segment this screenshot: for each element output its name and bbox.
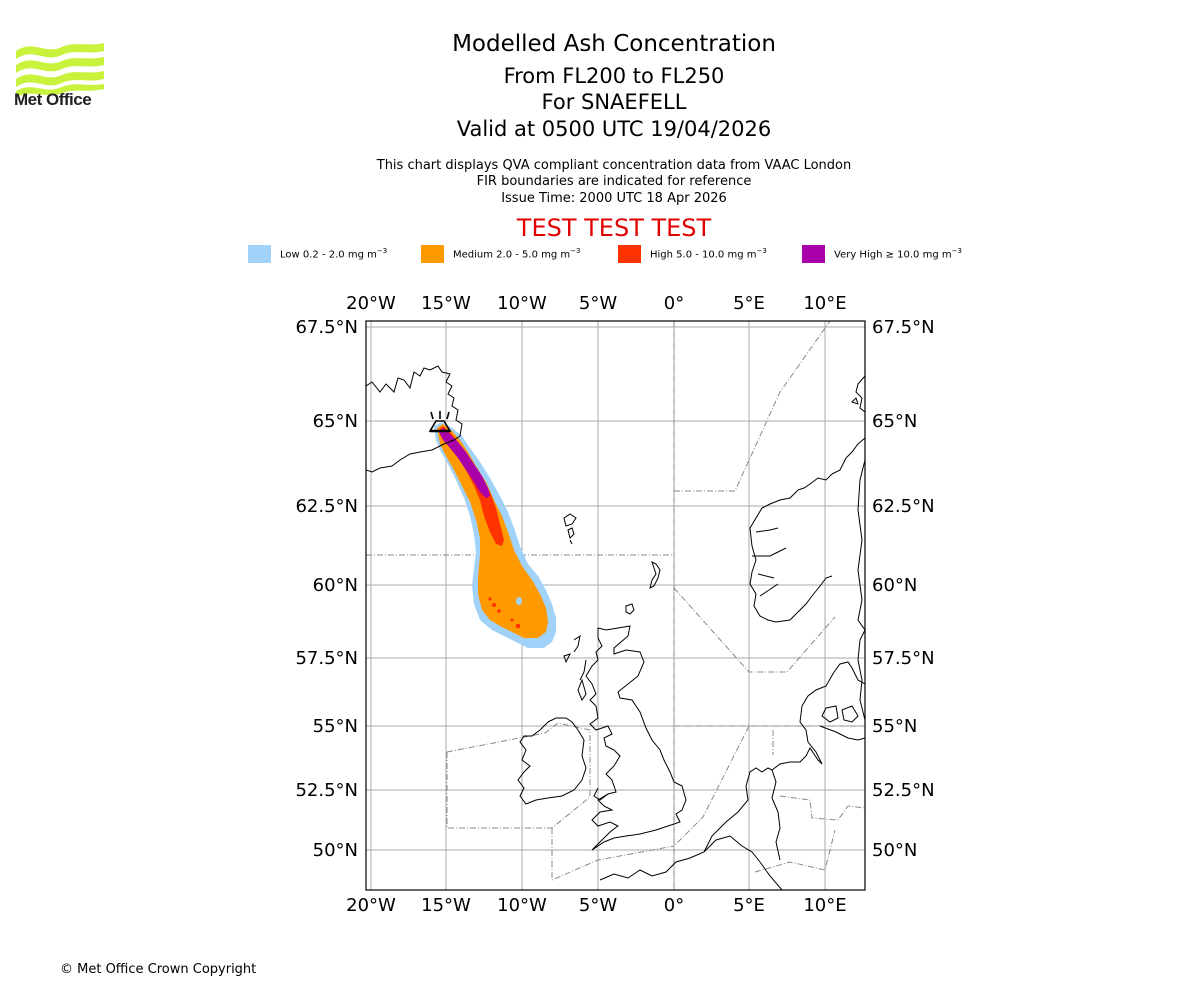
lat-tick-left-67-5: 67.5°N xyxy=(295,317,358,338)
copyright-notice: © Met Office Crown Copyright xyxy=(60,962,257,977)
lon-tick-bottom-10e: 10°E xyxy=(803,895,847,916)
legend-item-low: Low 0.2 - 2.0 mg m−3 xyxy=(248,244,387,264)
lon-tick-top-15w: 15°W xyxy=(421,293,471,314)
lat-tick-left-50: 50°N xyxy=(312,840,358,861)
fir-boundary-germany xyxy=(779,795,865,821)
issue-time: Issue Time: 2000 UTC 18 Apr 2026 xyxy=(501,191,727,206)
lat-tick-right-57-5: 57.5°N xyxy=(872,648,935,669)
legend-label-low: Low 0.2 - 2.0 mg m−3 xyxy=(280,247,388,261)
coast-shetland xyxy=(649,561,661,589)
legend-label-medium: Medium 2.0 - 5.0 mg m−3 xyxy=(453,247,581,261)
coast-sweden-east xyxy=(857,459,865,631)
coast-orkney xyxy=(625,603,635,615)
legend-label-very-high: Very High ≥ 10.0 mg m−3 xyxy=(834,247,962,261)
legend-item-very-high: Very High ≥ 10.0 mg m−3 xyxy=(802,244,962,264)
lat-tick-left-55: 55°N xyxy=(312,716,358,737)
coast-ireland xyxy=(517,717,587,805)
lat-tick-left-52-5: 52.5°N xyxy=(295,780,358,801)
lon-tick-top-5w: 5°W xyxy=(578,293,618,314)
coast-faroe xyxy=(563,513,577,545)
fir-boundary-london-east xyxy=(673,725,750,847)
lon-tick-top-10w: 10°W xyxy=(497,293,547,314)
fir-boundaries xyxy=(366,321,865,890)
lat-tick-right-50: 50°N xyxy=(872,840,918,861)
legend-swatch-high xyxy=(618,245,641,263)
ash-high xyxy=(438,426,504,546)
lat-tick-left-65: 65°N xyxy=(312,411,358,432)
coast-germany-denmark xyxy=(771,661,865,771)
lon-tick-bottom-5w: 5°W xyxy=(578,895,618,916)
lon-tick-bottom-0: 0° xyxy=(663,895,685,916)
fir-boundary-sw xyxy=(551,828,675,881)
legend: Low 0.2 - 2.0 mg m−3 Medium 2.0 - 5.0 mg… xyxy=(248,244,998,264)
lat-tick-right-52-5: 52.5°N xyxy=(872,780,935,801)
map-frame xyxy=(365,320,866,891)
lon-tick-top-0: 0° xyxy=(663,293,685,314)
ash-high-spot xyxy=(497,609,501,613)
legend-swatch-medium xyxy=(421,245,444,263)
lat-tick-left-60: 60°N xyxy=(312,575,358,596)
ash-very-high xyxy=(439,428,490,498)
volcano-icon xyxy=(428,411,452,433)
graticule xyxy=(366,321,865,890)
valid-time: Valid at 0500 UTC 19/04/2026 xyxy=(456,117,772,141)
coast-benelux xyxy=(703,767,781,861)
fir-note: FIR boundaries are indicated for referen… xyxy=(476,174,752,189)
lat-tick-left-57-5: 57.5°N xyxy=(295,648,358,669)
map-background xyxy=(366,321,865,890)
coast-hebrides xyxy=(563,634,587,702)
coast-norway-fjords xyxy=(752,527,787,597)
coast-iceland xyxy=(366,365,463,473)
lat-tick-right-62-5: 62.5°N xyxy=(872,496,935,517)
lat-tick-right-67-5: 67.5°N xyxy=(872,317,935,338)
coast-norway-north xyxy=(851,375,865,413)
legend-swatch-very-high xyxy=(802,245,825,263)
ash-plume xyxy=(434,422,556,648)
lat-tick-left-62-5: 62.5°N xyxy=(295,496,358,517)
legend-item-high: High 5.0 - 10.0 mg m−3 xyxy=(618,244,767,264)
legend-swatch-low xyxy=(248,245,271,263)
lat-tick-right-55: 55°N xyxy=(872,716,918,737)
ash-high-spot xyxy=(515,623,521,629)
lon-tick-bottom-5e: 5°E xyxy=(733,895,765,916)
volcano-name: For SNAEFELL xyxy=(541,90,687,114)
coast-scotland-england xyxy=(585,625,687,851)
ash-high-spot xyxy=(510,618,514,622)
ash-high-spot xyxy=(492,603,496,607)
test-banner: TEST TEST TEST xyxy=(516,214,712,242)
coast-france xyxy=(599,835,783,890)
fir-boundary-south xyxy=(754,829,836,873)
lon-tick-top-10e: 10°E xyxy=(803,293,847,314)
chart-title: Modelled Ash Concentration xyxy=(452,31,776,57)
lon-tick-bottom-15w: 15°W xyxy=(421,895,471,916)
ash-high-spot xyxy=(488,597,492,601)
met-office-logo-icon xyxy=(16,43,104,97)
lon-tick-bottom-20w: 20°W xyxy=(346,895,396,916)
lat-tick-right-65: 65°N xyxy=(872,411,918,432)
fir-boundary-shannon xyxy=(446,722,591,829)
fir-boundary-norway xyxy=(674,321,831,492)
met-office-logo-text: Met Office xyxy=(14,90,92,109)
lon-tick-top-20w: 20°W xyxy=(346,293,396,314)
coast-norway xyxy=(749,437,865,623)
coast-wales xyxy=(593,787,609,801)
legend-item-medium: Medium 2.0 - 5.0 mg m−3 xyxy=(421,244,580,264)
lon-tick-bottom-10w: 10°W xyxy=(497,895,547,916)
lon-tick-top-5e: 5°E xyxy=(733,293,765,314)
fir-boundary-north-sea xyxy=(673,587,836,673)
coast-sweden xyxy=(857,629,865,721)
qva-note: This chart displays QVA compliant concen… xyxy=(376,158,852,173)
coast-danish-islands xyxy=(819,705,865,741)
coastlines xyxy=(366,365,865,890)
legend-label-high: High 5.0 - 10.0 mg m−3 xyxy=(650,247,767,261)
flight-levels: From FL200 to FL250 xyxy=(503,64,725,88)
ash-low-hole xyxy=(516,597,522,605)
lat-tick-right-60: 60°N xyxy=(872,575,918,596)
